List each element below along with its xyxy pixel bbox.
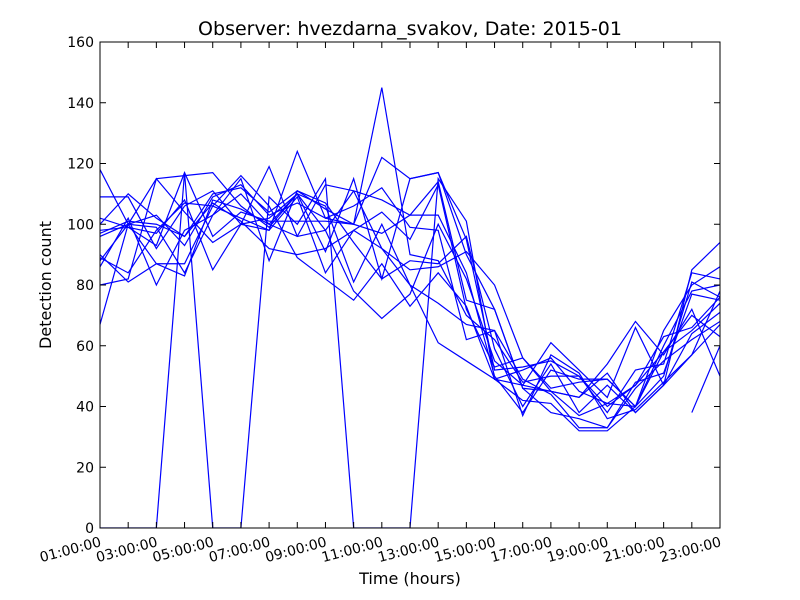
y-tick-label: 80 (76, 278, 94, 294)
y-axis-title: Detection count (36, 221, 55, 349)
series-layer (100, 87, 720, 528)
y-tick-label: 100 (67, 217, 94, 233)
series-line-11 (100, 193, 720, 432)
chart-title: Observer: hvezdarna_svakov, Date: 2015-0… (198, 18, 622, 40)
series-line-2 (100, 156, 720, 429)
series-line-7 (100, 177, 720, 414)
y-tick-label: 140 (67, 96, 94, 112)
series-line-15 (691, 345, 720, 413)
y-tick-label: 60 (76, 339, 94, 355)
plot-area (100, 87, 720, 528)
series-line-12 (100, 149, 720, 420)
series-line-6 (100, 183, 720, 414)
y-tick-label: 0 (85, 521, 94, 537)
x-axis-title: Time (hours) (358, 569, 461, 588)
series-line-4 (100, 87, 720, 414)
series-line-13 (100, 174, 720, 399)
y-tick-label: 120 (67, 157, 94, 173)
y-tick-label: 160 (67, 35, 94, 51)
y-axis: 0 20 40 60 80 100 120 140 160 (67, 35, 720, 537)
y-tick-label: 40 (76, 400, 94, 416)
series-line-14 (100, 172, 720, 528)
series-line-9 (100, 165, 720, 399)
y-tick-label: 20 (76, 460, 94, 476)
